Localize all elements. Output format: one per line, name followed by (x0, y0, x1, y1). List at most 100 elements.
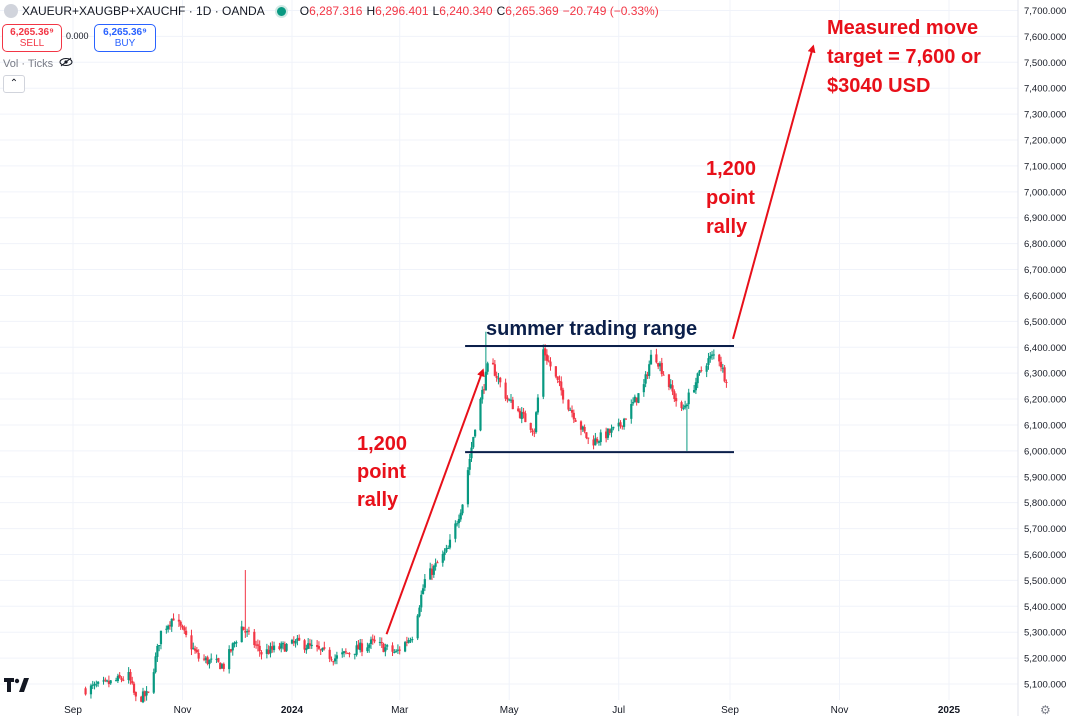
candle (694, 377, 697, 395)
candle (380, 637, 383, 648)
candle (574, 417, 577, 422)
candle-body (486, 363, 489, 372)
candle-body (278, 646, 281, 650)
candle (508, 398, 511, 402)
candle-body (267, 649, 270, 654)
candle-body (535, 412, 538, 433)
candle-body (473, 429, 477, 437)
candle-body (599, 432, 602, 443)
candle-body (429, 568, 432, 580)
candle (317, 641, 321, 650)
eye-off-icon[interactable] (59, 57, 73, 70)
candle-body (718, 354, 721, 362)
candle (472, 436, 475, 449)
candle-body (637, 393, 640, 403)
candle-body (91, 684, 94, 686)
candle-body (631, 402, 635, 404)
candle-body (154, 656, 157, 673)
candle (648, 360, 651, 379)
candle (725, 379, 728, 388)
candle (520, 406, 523, 424)
tradingview-logo-icon[interactable] (4, 676, 30, 697)
candle-body (721, 367, 724, 369)
candle-body (506, 397, 509, 400)
candle-body (233, 642, 236, 645)
candle-body (430, 568, 434, 575)
candle-body (667, 374, 671, 387)
candle-body (675, 398, 678, 402)
candle (159, 630, 163, 650)
candle-body (608, 429, 611, 433)
y-tick-label: 6,900.000 (1024, 213, 1066, 224)
candle-body (411, 639, 414, 641)
candle-body (323, 647, 326, 649)
candle (278, 642, 281, 651)
y-tick-label: 7,700.000 (1024, 6, 1066, 17)
candle (382, 642, 385, 653)
candle-body (497, 378, 500, 380)
candle (491, 358, 495, 365)
status-dot-icon (274, 4, 288, 18)
volume-legend[interactable]: Vol · Ticks (3, 57, 73, 70)
candle-body (310, 644, 313, 647)
candle-body (673, 391, 676, 400)
candle-body (192, 647, 195, 649)
y-tick-label: 5,800.000 (1024, 498, 1066, 509)
candle (91, 680, 94, 690)
candle (183, 625, 186, 634)
candle-body (393, 651, 396, 653)
candle-body (197, 653, 200, 659)
candle (344, 648, 347, 655)
candle-body (644, 374, 647, 384)
candle (193, 645, 197, 654)
candle-body (292, 640, 295, 643)
candle (436, 560, 439, 564)
candle (222, 662, 225, 672)
candle-body (657, 362, 660, 367)
candle (669, 379, 672, 390)
candle-body (544, 348, 547, 356)
candle-body (368, 644, 371, 648)
candle (154, 652, 157, 674)
candle (605, 427, 608, 443)
candle-body (441, 554, 444, 563)
candle (217, 657, 220, 663)
candle-body (581, 426, 584, 430)
y-tick-label: 7,200.000 (1024, 136, 1066, 147)
candle-body (208, 659, 211, 665)
candle (569, 407, 572, 411)
candle-body (382, 643, 385, 653)
candle (206, 655, 209, 666)
symbol-title[interactable]: XAUEUR+XAUGBP+XAUCHF · 1D · OANDA (22, 4, 265, 18)
candle (355, 641, 358, 657)
buy-button[interactable]: 6,265.36⁹ BUY (94, 24, 156, 52)
sell-button[interactable]: 6,265.36⁹ SELL (2, 24, 62, 52)
candle-body (434, 563, 437, 567)
candle-body (109, 680, 112, 684)
candle (228, 645, 231, 674)
candle (454, 520, 457, 543)
y-tick-label: 5,900.000 (1024, 472, 1066, 483)
candle (673, 389, 676, 402)
candle-body (152, 672, 155, 693)
candle-body (597, 441, 601, 443)
candle (120, 676, 123, 683)
candle-body (283, 643, 286, 652)
settings-icon[interactable]: ⚙ (1040, 703, 1051, 717)
candle-body (561, 389, 565, 400)
candle (308, 638, 312, 649)
candle-body (170, 618, 173, 627)
candle-body (328, 649, 331, 659)
chevron-up-icon[interactable]: ⌃ (3, 75, 25, 93)
candle-body (355, 645, 358, 655)
candle-body (281, 643, 285, 645)
candle-body (554, 366, 557, 377)
candle-body (378, 641, 382, 643)
candle (215, 654, 218, 664)
symbol-icon[interactable] (4, 4, 18, 18)
candle-body (594, 438, 597, 446)
candle (687, 388, 690, 409)
candle (134, 691, 137, 702)
